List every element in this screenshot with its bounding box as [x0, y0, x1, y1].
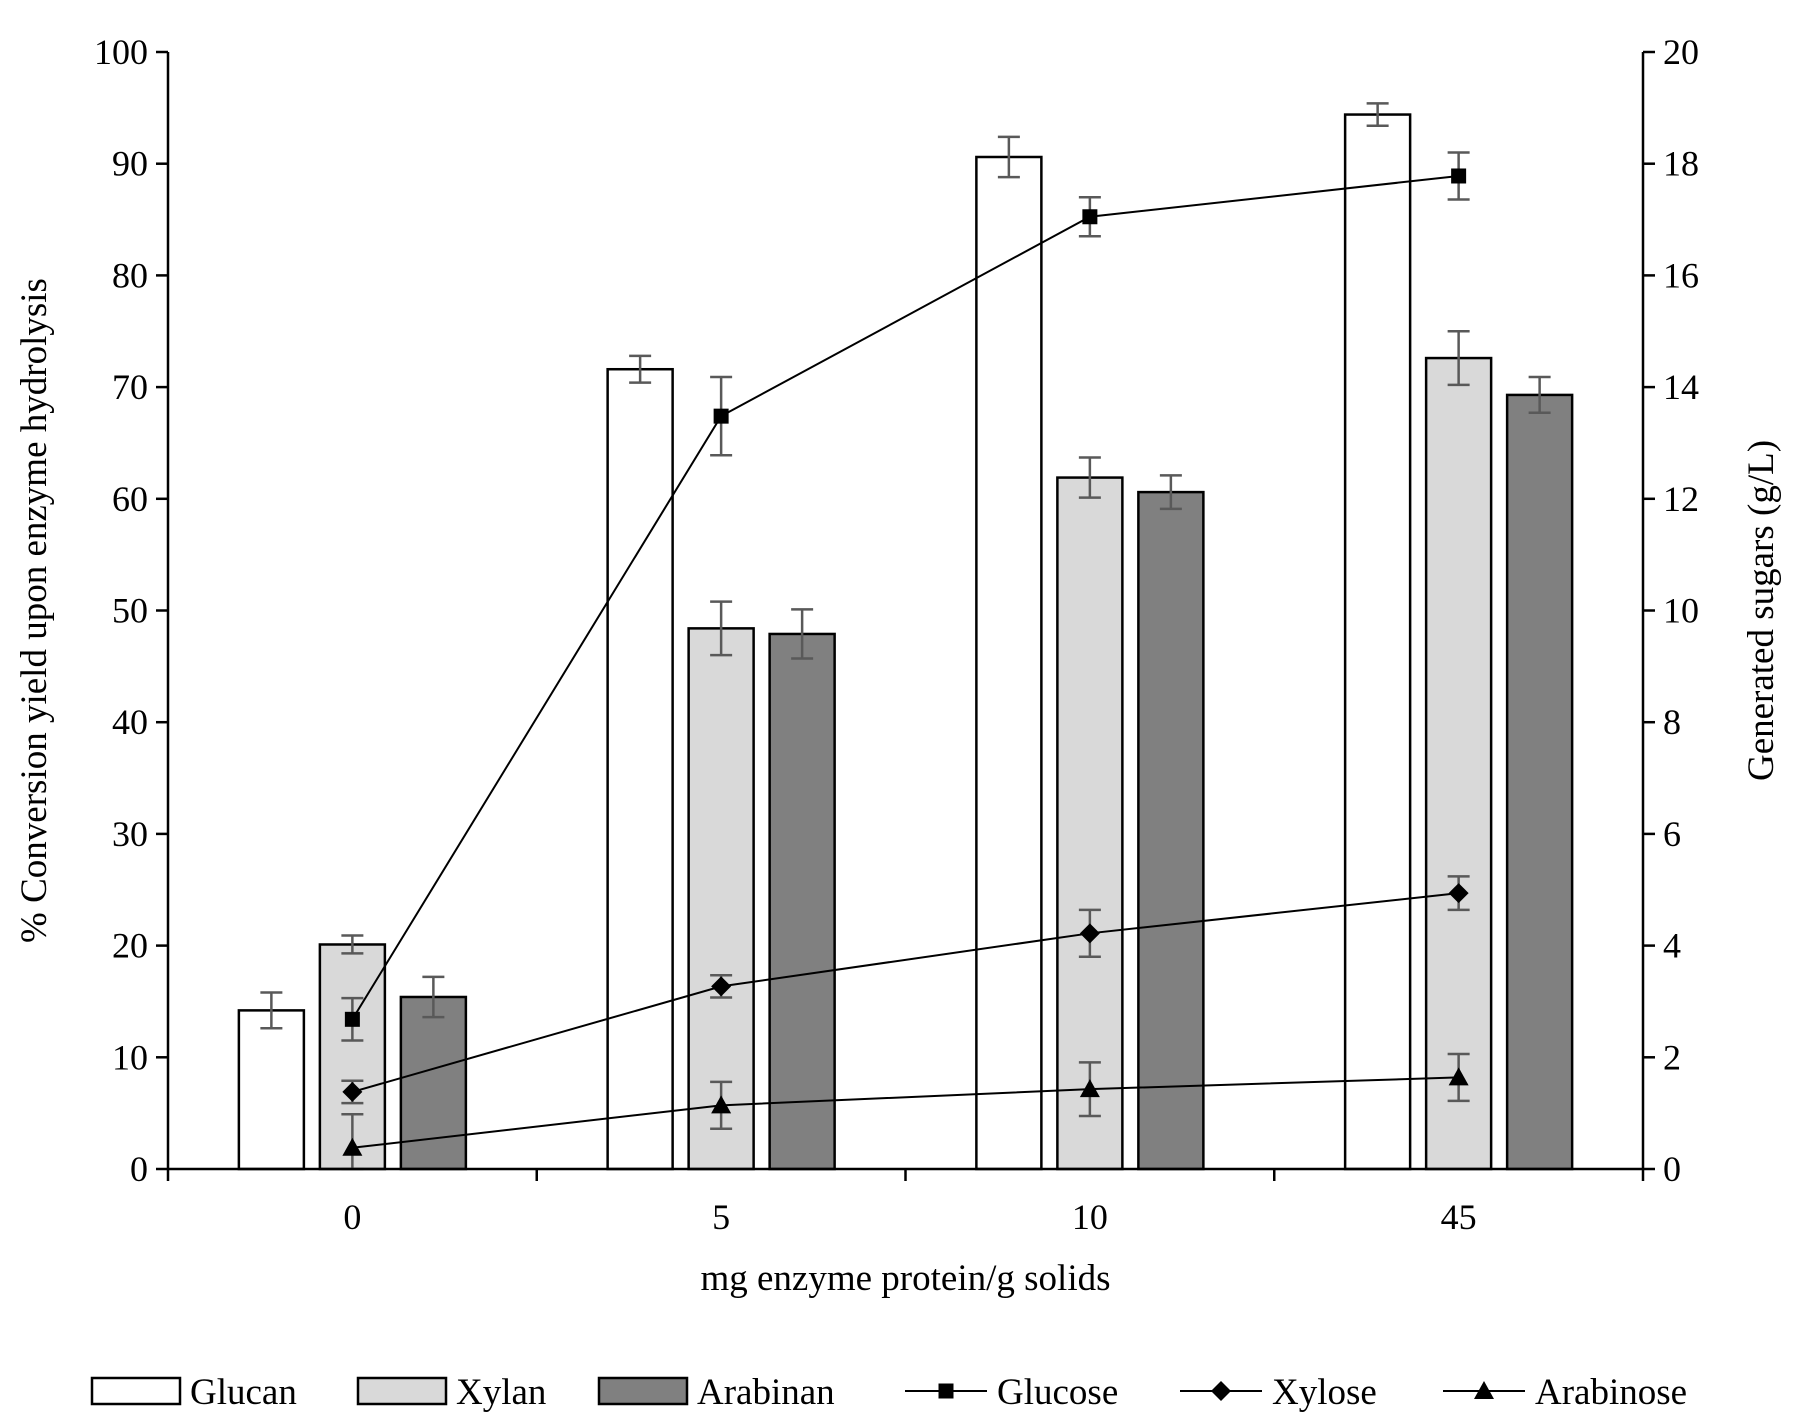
y-tick-label: 20	[112, 926, 148, 966]
lines-layer	[341, 151, 1470, 1171]
bar-glucan-5	[606, 367, 674, 1171]
x-tick-label: 45	[1441, 1197, 1477, 1237]
y2-tick-label: 18	[1663, 144, 1699, 184]
y-tick-label: 70	[112, 367, 148, 407]
y-tick-label: 100	[94, 32, 148, 72]
marker-arabinose-10	[1079, 1079, 1100, 1098]
marker-xylose-5	[711, 976, 732, 997]
y2-tick-label: 8	[1663, 702, 1681, 742]
axes-layer: 0 10 20 30 40 50 60 70 80 90 100 0 2 4 6 8 10 12 14 16 18 20 0…	[94, 32, 1699, 1237]
bar-xylan-5	[687, 627, 755, 1171]
x-tick-label: 0	[343, 1197, 361, 1237]
legend-label-xylose: Xylose	[1272, 1372, 1377, 1413]
line-glucose	[351, 174, 1459, 1020]
y-tick-label: 30	[112, 814, 148, 854]
y2-axis-title: Generated sugars (g/L)	[1741, 440, 1782, 781]
bar-glucan-45	[1343, 113, 1412, 1171]
x-tick-label: 5	[712, 1197, 730, 1237]
legend-swatch-arabinan	[597, 1376, 689, 1406]
legend-label-xylan: Xylan	[456, 1372, 546, 1413]
marker-arabinose-5	[711, 1095, 732, 1114]
marker-arabinose-0	[342, 1137, 363, 1156]
y2-tick-label: 10	[1663, 591, 1699, 631]
marker-glucose-10	[1082, 209, 1098, 225]
line-arabinose	[352, 1076, 1459, 1149]
legend-label-glucan: Glucan	[190, 1372, 297, 1413]
legend-swatch-glucan	[90, 1376, 182, 1406]
legend-label-arabinose: Arabinose	[1535, 1372, 1687, 1413]
y-tick-label: 80	[112, 255, 148, 295]
y2-tick-label: 14	[1663, 367, 1699, 407]
y2-tick-label: 20	[1663, 32, 1699, 72]
y2-tick-label: 0	[1663, 1149, 1681, 1189]
y2-tick-label: 4	[1663, 926, 1681, 966]
marker-arabinose-45	[1448, 1067, 1469, 1086]
legend-label-glucose: Glucose	[997, 1372, 1118, 1413]
bar-arabinan-10	[1137, 490, 1205, 1171]
y2-tick-label: 6	[1663, 814, 1681, 854]
legend: Glucan Xylan Arabinan Glucose Xylose Arabinos…	[90, 1372, 1687, 1413]
line-xylose	[352, 892, 1459, 1093]
bar-arabinan-45	[1505, 393, 1574, 1171]
legend-label-arabinan: Arabinan	[697, 1372, 835, 1413]
legend-swatch-xylan	[356, 1376, 448, 1406]
y2-tick-label: 12	[1663, 479, 1699, 519]
y2-tick-label: 2	[1663, 1037, 1681, 1077]
legend-marker-arabinose	[1474, 1381, 1494, 1399]
marker-xylose-10	[1079, 923, 1100, 944]
y-tick-label: 40	[112, 702, 148, 742]
y-tick-label: 0	[130, 1149, 148, 1189]
x-tick-label: 10	[1072, 1197, 1108, 1237]
bar-glucan-10	[975, 155, 1043, 1171]
y-axis-title: % Conversion yield upon enzyme hydrolysi…	[14, 278, 55, 943]
marker-xylose-0	[342, 1081, 363, 1102]
y-tick-label: 10	[112, 1037, 148, 1077]
bars-layer	[237, 102, 1574, 1171]
legend-marker-glucose	[938, 1383, 954, 1399]
marker-glucose-5	[713, 408, 729, 424]
legend-marker-xylose	[1211, 1381, 1231, 1401]
x-axis-title: mg enzyme protein/g solids	[700, 1258, 1110, 1299]
bar-arabinan-0	[399, 995, 468, 1171]
bar-xylan-45	[1424, 356, 1493, 1171]
marker-xylose-45	[1448, 883, 1469, 904]
marker-glucose-0	[344, 1011, 360, 1027]
bar-glucan-0	[237, 1009, 306, 1171]
y-tick-label: 90	[112, 144, 148, 184]
bar-arabinan-5	[768, 632, 836, 1171]
y2-tick-label: 16	[1663, 255, 1699, 295]
y-tick-label: 60	[112, 479, 148, 519]
marker-glucose-45	[1451, 168, 1467, 184]
y-tick-label: 50	[112, 591, 148, 631]
